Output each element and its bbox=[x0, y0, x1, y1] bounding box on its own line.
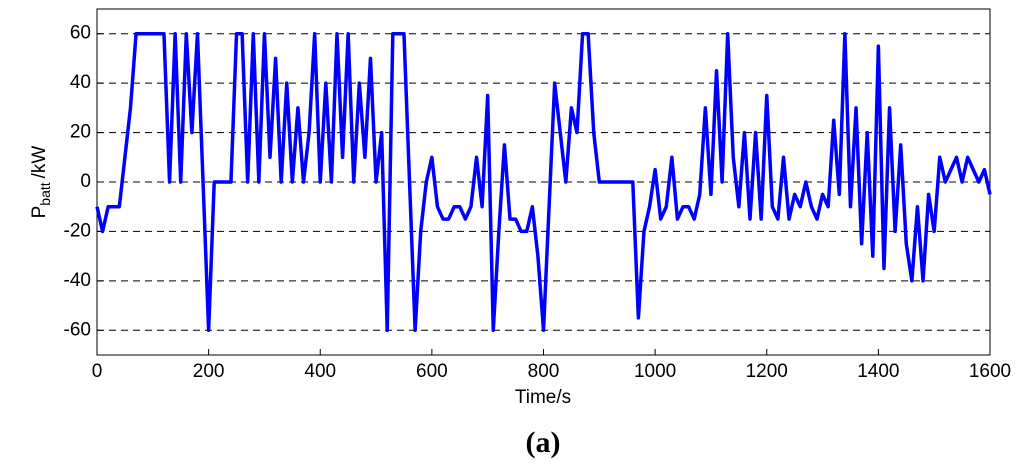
x-axis-label: Time/s bbox=[515, 387, 571, 408]
x-tick-label: 0 bbox=[92, 361, 103, 382]
y-tick-label: 20 bbox=[70, 122, 91, 143]
data-line bbox=[95, 31, 992, 333]
x-tick-label: 400 bbox=[304, 361, 336, 382]
x-tick-label: 1000 bbox=[634, 361, 676, 382]
y-label-sub: batt bbox=[37, 182, 53, 205]
y-label-main: P bbox=[29, 206, 50, 219]
y-axis-label: Pbatt/kW bbox=[29, 146, 53, 219]
x-tick-label: 1200 bbox=[746, 361, 788, 382]
y-tick-label: -40 bbox=[64, 270, 91, 291]
y-tick-label: 0 bbox=[80, 171, 91, 192]
x-tick-label: 1400 bbox=[857, 361, 899, 382]
caption: (a) bbox=[526, 426, 561, 459]
y-tick-label: -60 bbox=[64, 319, 91, 340]
y-tick-label: -20 bbox=[64, 220, 91, 241]
x-tick-label: 1600 bbox=[969, 361, 1011, 382]
x-tick-label: 800 bbox=[528, 361, 560, 382]
y-tick-label: 40 bbox=[70, 72, 91, 93]
x-tick-label: 200 bbox=[193, 361, 225, 382]
y-label-suffix: /kW bbox=[29, 146, 50, 179]
x-tick-label: 600 bbox=[416, 361, 448, 382]
y-tick-label: 60 bbox=[70, 23, 91, 44]
